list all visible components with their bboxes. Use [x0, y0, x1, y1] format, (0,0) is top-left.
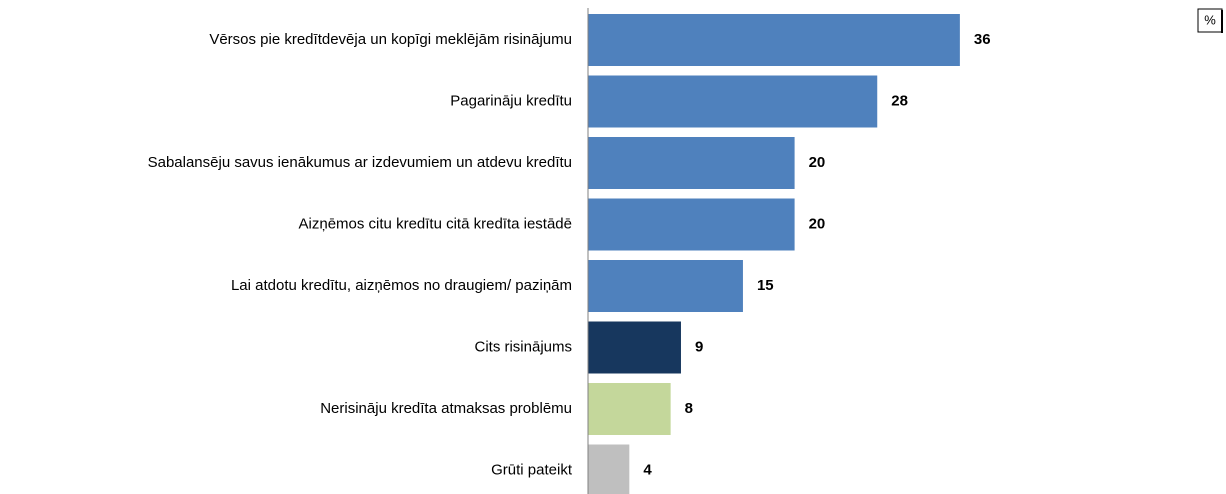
- value-label: 9: [695, 338, 703, 355]
- value-label: 20: [809, 154, 826, 171]
- bar: [588, 137, 795, 189]
- value-label: 36: [974, 31, 991, 48]
- bar: [588, 260, 743, 312]
- category-label: Grūti pateikt: [491, 461, 573, 478]
- bar: [588, 383, 671, 435]
- category-label: Vērsos pie kredītdevēja un kopīgi meklēj…: [209, 31, 572, 48]
- bar: [588, 321, 681, 374]
- category-label: Lai atdotu kredītu, aizņēmos no draugiem…: [231, 277, 572, 294]
- value-label: 15: [757, 277, 774, 294]
- value-label: 8: [685, 400, 693, 417]
- category-label: Sabalansēju savus ienākumus ar izdevumie…: [148, 154, 572, 171]
- value-label: 28: [891, 92, 908, 109]
- category-label: Aizņēmos citu kredītu citā kredīta iestā…: [299, 215, 572, 232]
- unit-label: %: [1204, 12, 1216, 27]
- category-label: Nerisināju kredīta atmaksas problēmu: [320, 400, 572, 417]
- bar: [588, 75, 878, 128]
- value-label: 4: [643, 461, 652, 478]
- category-label: Cits risinājums: [474, 338, 572, 355]
- category-label: Pagarināju kredītu: [450, 92, 572, 109]
- bar: [588, 444, 630, 494]
- bar: [588, 198, 795, 251]
- bar: [588, 14, 960, 66]
- value-label: 20: [809, 215, 826, 232]
